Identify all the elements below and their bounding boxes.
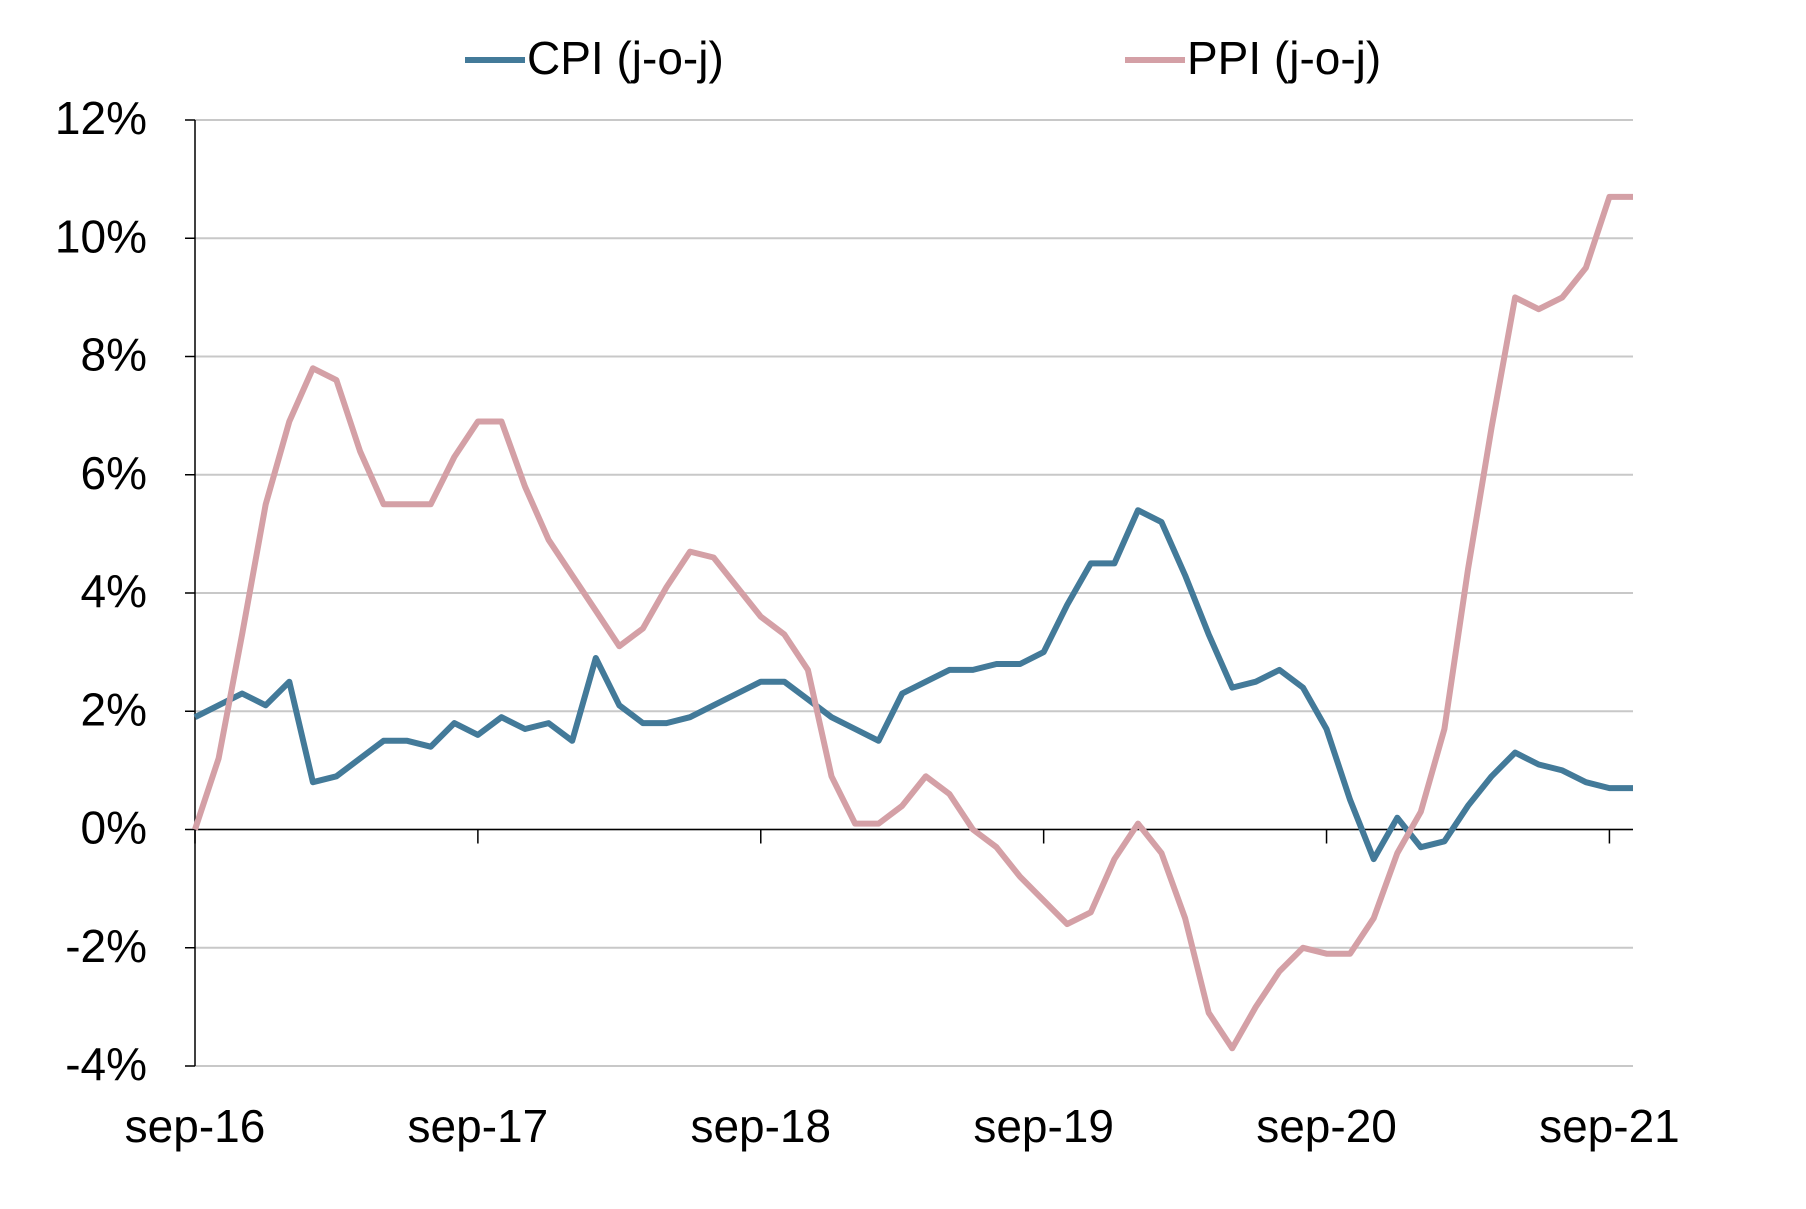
- y-tick-label: 10%: [55, 210, 147, 262]
- x-tick-label: sep-16: [125, 1100, 266, 1152]
- x-tick-label: sep-18: [690, 1100, 831, 1152]
- legend-label: CPI (j-o-j): [527, 32, 724, 84]
- y-tick-label: 4%: [81, 565, 147, 617]
- x-tick-label: sep-20: [1256, 1100, 1397, 1152]
- legend-label: PPI (j-o-j): [1187, 32, 1381, 84]
- x-tick-label: sep-17: [408, 1100, 549, 1152]
- y-tick-label: 6%: [81, 447, 147, 499]
- y-tick-label: 2%: [81, 683, 147, 735]
- x-tick-label: sep-19: [973, 1100, 1114, 1152]
- x-tick-label: sep-21: [1539, 1100, 1680, 1152]
- y-tick-label: 12%: [55, 92, 147, 144]
- y-tick-label: 8%: [81, 329, 147, 381]
- y-tick-label: -4%: [65, 1038, 147, 1090]
- line: [193, 507, 1633, 863]
- line: [192, 193, 1633, 1052]
- y-tick-label: 0%: [81, 802, 147, 854]
- y-tick-label: -2%: [65, 920, 147, 972]
